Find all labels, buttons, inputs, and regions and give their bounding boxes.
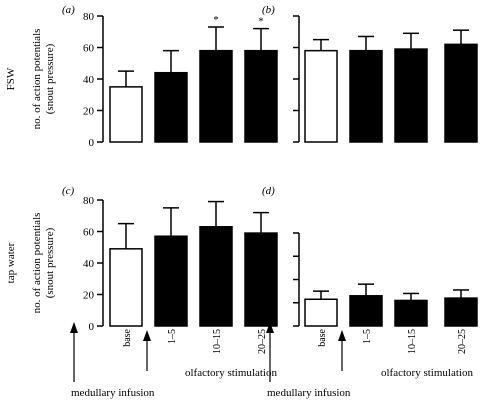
panel-b-bar-3 <box>444 43 478 143</box>
panel-c-bar-1 <box>154 235 188 327</box>
panel-a-ytick-label-2: 40 <box>83 74 95 86</box>
panel-c-ylabel-1: (snout pressure) <box>44 227 56 298</box>
panel-c-annotation: medullary infusion <box>71 387 155 399</box>
panel-c-row-label: tap water <box>5 242 17 283</box>
panel-a-row-label: FSW <box>5 67 17 90</box>
panel-d-category-label-1: 1–5 <box>362 329 373 344</box>
panel-a-significance-2: * <box>213 14 219 26</box>
panel-d-category-label-2: 10–15 <box>407 329 418 354</box>
panel-a-significance-3: * <box>258 16 264 28</box>
panel-c-bar-3 <box>244 232 278 327</box>
panel-a-ytick-label-3: 60 <box>83 43 95 55</box>
panel-c-ytick-label-0: 0 <box>89 321 95 333</box>
panel-d-category-label-3: 20–25 <box>457 329 468 354</box>
panel-b-bar-1 <box>349 49 383 143</box>
panel-a-bar-2 <box>199 49 233 143</box>
panel-a-ytick-label-1: 20 <box>83 106 95 118</box>
panel-c-category-label-2: 10–15 <box>212 329 223 354</box>
panel-d-annotation: medullary infusion <box>267 387 351 399</box>
panel-c-category-label-0: base <box>122 328 133 346</box>
panel-c-bar-0 <box>109 248 143 327</box>
panel-a-ytick-label-4: 80 <box>83 11 95 23</box>
panel-c-category-label-1: 1–5 <box>167 329 178 344</box>
panel-b-letter: (b) <box>262 4 275 16</box>
panel-a-ylabel-0: no. of action potentials <box>31 29 43 130</box>
panel-d-bar-2 <box>394 299 428 327</box>
panel-d-category-label-0: base <box>317 328 328 346</box>
panel-d-letter: (d) <box>262 185 275 197</box>
panel-c-letter: (c) <box>62 185 75 197</box>
panel-b-bar-2 <box>394 48 428 143</box>
panel-d-infusion-arrow-head <box>266 322 274 333</box>
panel-d-bar-3 <box>444 297 478 327</box>
panel-c-ytick-label-2: 40 <box>83 258 95 270</box>
panel-d-xlabel: olfactory stimulation <box>381 367 473 379</box>
panel-a-ytick-label-0: 0 <box>89 137 95 149</box>
panel-a-ylabel-1: (snout pressure) <box>44 43 56 114</box>
panel-c-category-label-3: 20–25 <box>257 329 268 354</box>
panel-d-bar-0 <box>304 298 338 327</box>
panel-a-bar-1 <box>154 71 188 143</box>
panel-c-xlabel: olfactory stimulation <box>185 367 277 379</box>
panel-a-letter: (a) <box>62 4 75 16</box>
panel-c-bar-2 <box>199 226 233 327</box>
panel-b-bar-0 <box>304 49 338 143</box>
panel-d-stim-arrow-head <box>338 330 346 341</box>
panel-c-ytick-label-3: 60 <box>83 227 95 239</box>
panel-a-bar-3 <box>244 49 278 143</box>
panel-a-bar-0 <box>109 86 143 143</box>
panel-c-ylabel-0: no. of action potentials <box>31 213 43 314</box>
panel-c-stim-arrow-head <box>143 330 151 341</box>
panel-c-ytick-label-1: 20 <box>83 290 95 302</box>
panel-c-infusion-arrow-head <box>70 322 78 333</box>
panel-d-bar-1 <box>349 295 383 327</box>
panel-c-ytick-label-4: 80 <box>83 195 95 207</box>
